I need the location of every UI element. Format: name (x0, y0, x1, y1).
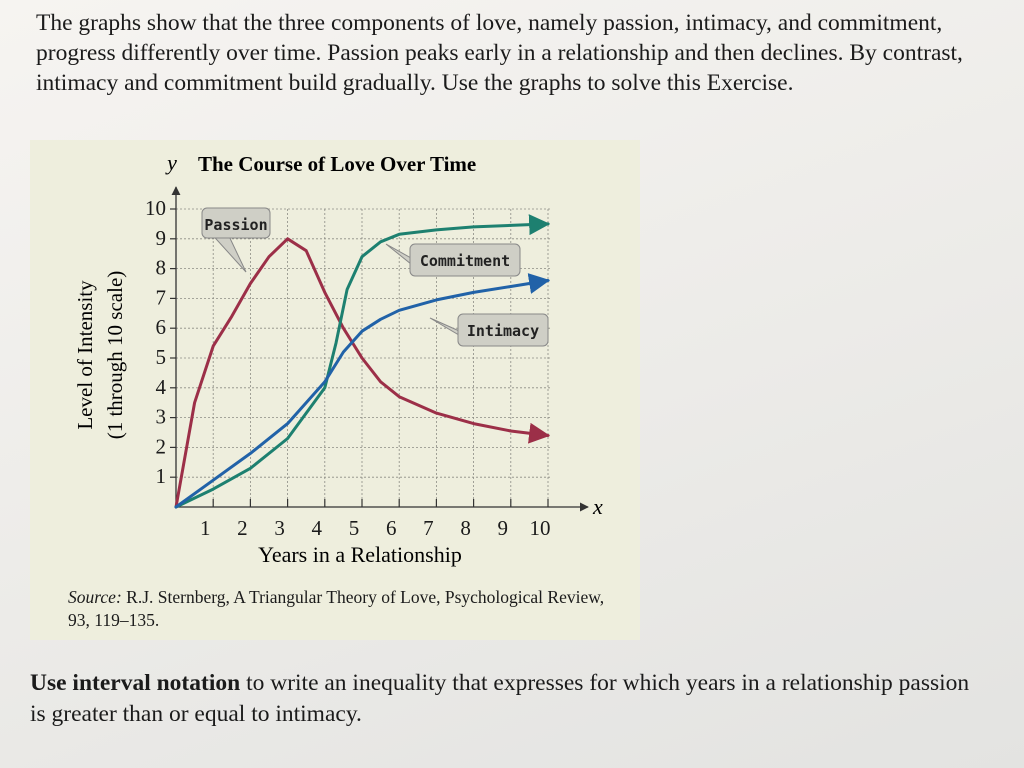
x-tick-label: 3 (274, 516, 285, 540)
exercise-question: Use interval notation to write an inequa… (30, 668, 970, 730)
x-axis-label: Years in a Relationship (258, 542, 462, 567)
y-tick-label: 8 (156, 256, 167, 280)
x-axis-letter: x (592, 494, 603, 519)
y-tick-label: 9 (156, 226, 167, 250)
x-tick-label: 2 (237, 516, 248, 540)
chart-labels: y x The Course of Love Over Time Years in a… (73, 150, 603, 567)
question-bold-part: Use interval notation (30, 670, 241, 696)
chart-title: The Course of Love Over Time (198, 152, 476, 176)
passion-callout: Passion (201, 207, 271, 273)
intimacy-callout-box (457, 313, 549, 347)
y-tick-label: 6 (156, 315, 167, 339)
y-tick-label: 1 (156, 464, 167, 488)
y-tick-label: 3 (156, 405, 167, 429)
y-axis-label-line2: (1 through 10 scale) (103, 271, 127, 440)
x-tick-label: 10 (530, 516, 551, 540)
intimacy-callout-label: Intimacy (467, 322, 539, 340)
y-tick-label: 10 (145, 196, 166, 220)
figure-panel: 1 2 3 4 5 6 7 8 9 10 1 2 3 4 5 6 7 8 9 10 y x The Course of L… (30, 140, 640, 640)
intimacy-line (174, 273, 551, 509)
intimacy-callout: Intimacy (429, 313, 549, 347)
commitment-callout-label: Commitment (420, 252, 510, 270)
source-text: R.J. Sternberg, A Triangular Theory of L… (68, 587, 605, 630)
commitment-line (174, 214, 551, 509)
chart-series (174, 214, 551, 509)
source-label: Source: (68, 587, 122, 607)
x-tick-label: 4 (312, 516, 323, 540)
commitment-callout-box (409, 243, 521, 277)
x-tick-label: 7 (423, 516, 434, 540)
x-tick-label: 9 (498, 516, 509, 540)
y-axis-letter: y (165, 150, 177, 175)
x-tick-label: 1 (200, 516, 211, 540)
question-text: to write an inequality that expresses fo… (30, 670, 970, 727)
love-over-time-chart: 1 2 3 4 5 6 7 8 9 10 1 2 3 4 5 6 7 8 9 10 y x The Course of L… (73, 150, 603, 567)
y-tick-label: 7 (156, 285, 167, 309)
passion-callout-box (201, 207, 271, 239)
y-tick-label: 2 (156, 434, 167, 458)
passion-line (174, 237, 551, 509)
commitment-callout: Commitment (385, 243, 521, 277)
y-tick-label: 5 (156, 345, 167, 369)
x-tick-label: 6 (386, 516, 397, 540)
chart-axes: 1 2 3 4 5 6 7 8 9 10 1 2 3 4 5 6 7 8 9 10 (145, 186, 589, 540)
y-axis-label-line1: Level of Intensity (73, 280, 97, 430)
x-tick-label: 5 (349, 516, 360, 540)
y-tick-label: 4 (156, 375, 167, 399)
problem-intro-text: The graphs show that the three component… (36, 10, 963, 96)
x-tick-label: 8 (460, 516, 471, 540)
passion-callout-label: Passion (204, 216, 267, 234)
figure-source-citation: Source: R.J. Sternberg, A Triangular The… (68, 586, 628, 632)
